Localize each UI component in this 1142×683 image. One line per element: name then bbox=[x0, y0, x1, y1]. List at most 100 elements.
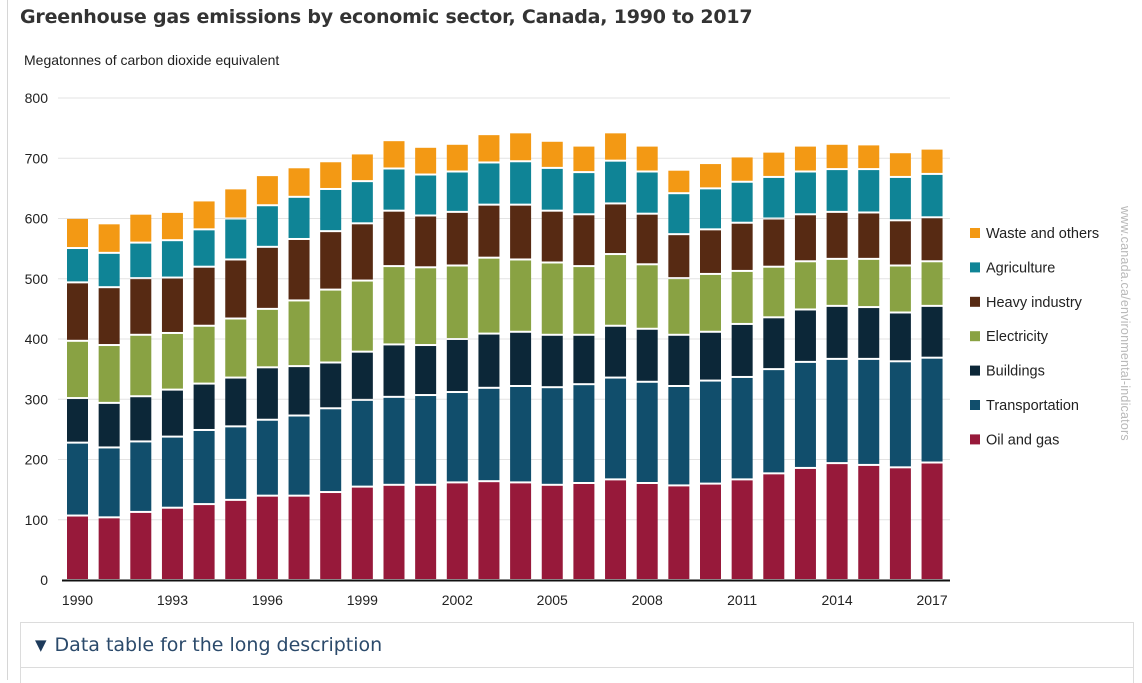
bar-segment-transportation bbox=[700, 381, 721, 483]
bar-segment-transportation bbox=[510, 386, 532, 482]
legend-label: Heavy industry bbox=[986, 295, 1083, 311]
x-tick-label: 1990 bbox=[62, 592, 93, 608]
bar-segment-transportation bbox=[478, 388, 500, 481]
bar-stack-2011 bbox=[731, 157, 753, 579]
bar-segment-agriculture bbox=[225, 219, 247, 259]
bar-stack-2014 bbox=[826, 144, 848, 579]
bar-segment-buildings bbox=[668, 335, 690, 385]
bar-segment-agriculture bbox=[446, 172, 468, 211]
bar-segment-oil-and-gas bbox=[510, 483, 532, 579]
bar-segment-oil-and-gas bbox=[225, 500, 247, 579]
bar-segment-buildings bbox=[858, 308, 880, 358]
bar-segment-transportation bbox=[636, 382, 658, 482]
bar-segment-buildings bbox=[763, 318, 785, 369]
bar-segment-waste-and-others bbox=[573, 146, 595, 172]
bar-stack-2010 bbox=[700, 164, 721, 579]
bar-segment-agriculture bbox=[731, 182, 753, 222]
legend-item: Heavy industry bbox=[970, 295, 1083, 311]
legend-item: Waste and others bbox=[970, 226, 1099, 242]
bar-segment-oil-and-gas bbox=[446, 483, 468, 579]
bar-segment-buildings bbox=[225, 378, 247, 426]
bar-segment-waste-and-others bbox=[510, 133, 532, 161]
bar-segment-electricity bbox=[889, 266, 911, 312]
legend-swatch bbox=[970, 400, 980, 410]
bar-segment-waste-and-others bbox=[826, 144, 848, 169]
bar-segment-waste-and-others bbox=[383, 141, 405, 168]
y-tick-label: 300 bbox=[25, 391, 49, 407]
y-tick-label: 100 bbox=[25, 512, 49, 528]
bar-segment-transportation bbox=[130, 442, 152, 511]
bar-segment-waste-and-others bbox=[256, 176, 278, 205]
bar-segment-waste-and-others bbox=[98, 224, 120, 252]
legend-label: Transportation bbox=[986, 398, 1079, 414]
bar-segment-heavy-industry bbox=[826, 212, 848, 258]
bar-segment-electricity bbox=[446, 266, 468, 338]
bar-segment-agriculture bbox=[67, 249, 88, 282]
bar-segment-agriculture bbox=[700, 189, 721, 229]
bar-segment-electricity bbox=[67, 341, 88, 398]
legend-item: Buildings bbox=[970, 364, 1045, 380]
bar-stack-2013 bbox=[794, 146, 816, 579]
bar-segment-buildings bbox=[478, 334, 500, 387]
bar-segment-waste-and-others bbox=[288, 168, 310, 196]
y-tick-label: 0 bbox=[40, 572, 48, 588]
bar-segment-waste-and-others bbox=[478, 135, 500, 162]
bar-segment-buildings bbox=[383, 345, 405, 396]
bar-segment-waste-and-others bbox=[700, 164, 721, 188]
bar-segment-buildings bbox=[320, 363, 342, 408]
bar-segment-buildings bbox=[573, 335, 595, 384]
bar-segment-agriculture bbox=[161, 241, 183, 277]
bar-segment-electricity bbox=[636, 265, 658, 328]
legend-item: Transportation bbox=[970, 398, 1079, 414]
bar-stack-2002 bbox=[446, 144, 468, 579]
bar-segment-agriculture bbox=[794, 172, 816, 214]
bar-segment-agriculture bbox=[256, 206, 278, 246]
legend-label: Agriculture bbox=[986, 260, 1055, 276]
bar-segment-electricity bbox=[478, 258, 500, 333]
bar-segment-agriculture bbox=[98, 253, 120, 287]
bar-segment-electricity bbox=[320, 290, 342, 362]
bar-segment-heavy-industry bbox=[193, 267, 215, 325]
bar-segment-oil-and-gas bbox=[889, 468, 911, 579]
bar-segment-electricity bbox=[161, 333, 183, 389]
bar-segment-electricity bbox=[668, 279, 690, 334]
bar-segment-electricity bbox=[510, 260, 532, 331]
bar-segment-transportation bbox=[731, 377, 753, 479]
bar-segment-heavy-industry bbox=[700, 230, 721, 273]
bar-segment-transportation bbox=[351, 400, 373, 486]
bar-segment-waste-and-others bbox=[193, 201, 215, 229]
legend-swatch bbox=[970, 228, 980, 238]
legend-item: Electricity bbox=[970, 329, 1049, 345]
bar-stack-2017 bbox=[921, 149, 943, 579]
bar-segment-transportation bbox=[446, 393, 468, 482]
data-table-toggle[interactable]: ▼ Data table for the long description bbox=[21, 623, 1133, 668]
bar-stack-1991 bbox=[98, 224, 120, 579]
bar-segment-electricity bbox=[605, 255, 627, 325]
bar-segment-agriculture bbox=[130, 243, 152, 278]
bar-segment-agriculture bbox=[858, 170, 880, 212]
bar-segment-oil-and-gas bbox=[573, 483, 595, 579]
legend: Waste and others Agriculture Heavy industr… bbox=[970, 226, 1099, 448]
bar-segment-electricity bbox=[225, 319, 247, 377]
x-tick-label: 2002 bbox=[442, 592, 473, 608]
bar-segment-buildings bbox=[510, 332, 532, 385]
legend-swatch bbox=[970, 365, 980, 376]
bar-segment-buildings bbox=[605, 326, 627, 377]
bar-segment-transportation bbox=[67, 443, 88, 515]
bar-segment-waste-and-others bbox=[668, 170, 690, 193]
bar-segment-buildings bbox=[889, 313, 911, 361]
y-tick-label: 400 bbox=[25, 331, 49, 347]
bar-segment-oil-and-gas bbox=[383, 485, 405, 579]
bar-segment-waste-and-others bbox=[415, 147, 437, 174]
source-watermark: www.canada.ca/environmental-indicators bbox=[1118, 206, 1132, 441]
bar-segment-heavy-industry bbox=[668, 235, 690, 278]
bar-segment-buildings bbox=[161, 390, 183, 436]
bar-segment-heavy-industry bbox=[510, 205, 532, 259]
bar-segment-transportation bbox=[605, 378, 627, 479]
bar-segment-buildings bbox=[921, 306, 943, 357]
bar-segment-oil-and-gas bbox=[193, 505, 215, 579]
x-tick-label: 2005 bbox=[537, 592, 568, 608]
bar-segment-buildings bbox=[731, 324, 753, 376]
bar-segment-heavy-industry bbox=[921, 218, 943, 261]
y-tick-label: 600 bbox=[25, 211, 49, 227]
